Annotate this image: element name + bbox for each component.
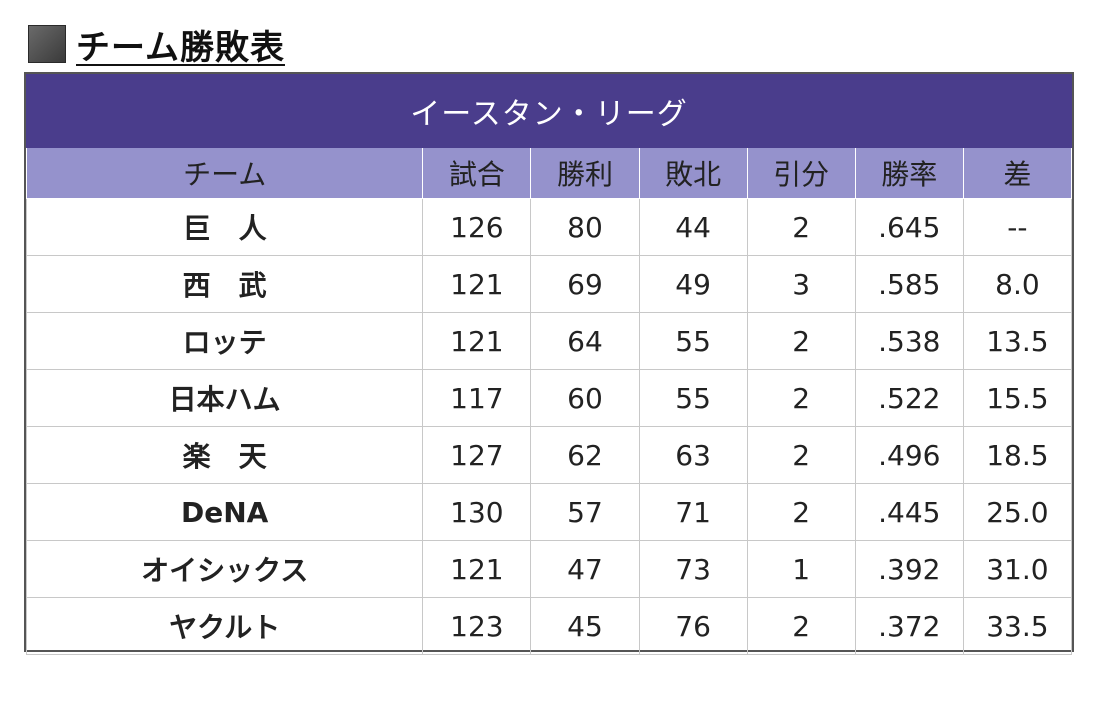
- team-name: 巨 人: [25, 198, 424, 256]
- section-heading: チーム勝敗表: [28, 16, 285, 72]
- draws-cell: 3: [746, 255, 856, 313]
- games-behind-cell: 31.0: [962, 540, 1073, 598]
- team-name: オイシックス: [25, 540, 424, 598]
- column-header-games-behind: 差: [962, 147, 1073, 199]
- standings-table-container: イースタン・リーグ チーム 試合 勝利 敗北 引分 勝率 差 巨 人 126 8…: [24, 72, 1074, 655]
- win-pct-cell: .496: [854, 426, 964, 484]
- table-row: 巨 人 126 80 44 2 .645 --: [25, 198, 1073, 256]
- wins-cell: 64: [530, 312, 640, 370]
- losses-cell: 63: [638, 426, 748, 484]
- team-name: 楽 天: [25, 426, 424, 484]
- column-header-games: 試合: [422, 147, 532, 199]
- team-name: DeNA: [25, 483, 424, 541]
- losses-cell: 44: [638, 198, 748, 256]
- wins-cell: 60: [530, 369, 640, 427]
- games-behind-cell: 33.5: [962, 597, 1073, 655]
- win-pct-cell: .585: [854, 255, 964, 313]
- games-cell: 127: [422, 426, 532, 484]
- games-cell: 123: [422, 597, 532, 655]
- games-behind-cell: 25.0: [962, 483, 1073, 541]
- draws-cell: 1: [746, 540, 856, 598]
- losses-cell: 55: [638, 312, 748, 370]
- win-pct-cell: .522: [854, 369, 964, 427]
- games-cell: 121: [422, 255, 532, 313]
- table-row: 日本ハム 117 60 55 2 .522 15.5: [25, 369, 1073, 427]
- losses-cell: 76: [638, 597, 748, 655]
- draws-cell: 2: [746, 198, 856, 256]
- win-pct-cell: .445: [854, 483, 964, 541]
- win-pct-cell: .372: [854, 597, 964, 655]
- column-header-draws: 引分: [746, 147, 856, 199]
- draws-cell: 2: [746, 483, 856, 541]
- team-name: ロッテ: [25, 312, 424, 370]
- column-header-team: チーム: [25, 147, 424, 199]
- games-cell: 126: [422, 198, 532, 256]
- draws-cell: 2: [746, 597, 856, 655]
- draws-cell: 2: [746, 426, 856, 484]
- column-header-win-pct: 勝率: [854, 147, 964, 199]
- games-behind-cell: 15.5: [962, 369, 1073, 427]
- games-behind-cell: 18.5: [962, 426, 1073, 484]
- standings-table: イースタン・リーグ チーム 試合 勝利 敗北 引分 勝率 差 巨 人 126 8…: [25, 74, 1073, 655]
- wins-cell: 47: [530, 540, 640, 598]
- wins-cell: 62: [530, 426, 640, 484]
- team-name: ヤクルト: [25, 597, 424, 655]
- games-behind-cell: 8.0: [962, 255, 1073, 313]
- draws-cell: 2: [746, 312, 856, 370]
- column-header-row: チーム 試合 勝利 敗北 引分 勝率 差: [25, 147, 1073, 199]
- losses-cell: 55: [638, 369, 748, 427]
- page-title: チーム勝敗表: [76, 27, 285, 68]
- win-pct-cell: .392: [854, 540, 964, 598]
- games-behind-cell: --: [962, 198, 1073, 256]
- draws-cell: 2: [746, 369, 856, 427]
- table-row: ロッテ 121 64 55 2 .538 13.5: [25, 312, 1073, 370]
- wins-cell: 80: [530, 198, 640, 256]
- losses-cell: 71: [638, 483, 748, 541]
- games-cell: 130: [422, 483, 532, 541]
- wins-cell: 45: [530, 597, 640, 655]
- column-header-losses: 敗北: [638, 147, 748, 199]
- win-pct-cell: .645: [854, 198, 964, 256]
- column-header-wins: 勝利: [530, 147, 640, 199]
- league-title: イースタン・リーグ: [26, 74, 1072, 148]
- table-row: オイシックス 121 47 73 1 .392 31.0: [25, 540, 1073, 598]
- losses-cell: 73: [638, 540, 748, 598]
- table-row: ヤクルト 123 45 76 2 .372 33.5: [25, 597, 1073, 655]
- losses-cell: 49: [638, 255, 748, 313]
- games-cell: 121: [422, 312, 532, 370]
- team-name: 日本ハム: [25, 369, 424, 427]
- wins-cell: 57: [530, 483, 640, 541]
- league-header-row: イースタン・リーグ: [26, 74, 1072, 148]
- win-pct-cell: .538: [854, 312, 964, 370]
- table-row: 楽 天 127 62 63 2 .496 18.5: [25, 426, 1073, 484]
- square-bullet-icon: [28, 25, 66, 63]
- games-behind-cell: 13.5: [962, 312, 1073, 370]
- team-name: 西 武: [25, 255, 424, 313]
- table-row: 西 武 121 69 49 3 .585 8.0: [25, 255, 1073, 313]
- games-cell: 117: [422, 369, 532, 427]
- wins-cell: 69: [530, 255, 640, 313]
- games-cell: 121: [422, 540, 532, 598]
- table-row: DeNA 130 57 71 2 .445 25.0: [25, 483, 1073, 541]
